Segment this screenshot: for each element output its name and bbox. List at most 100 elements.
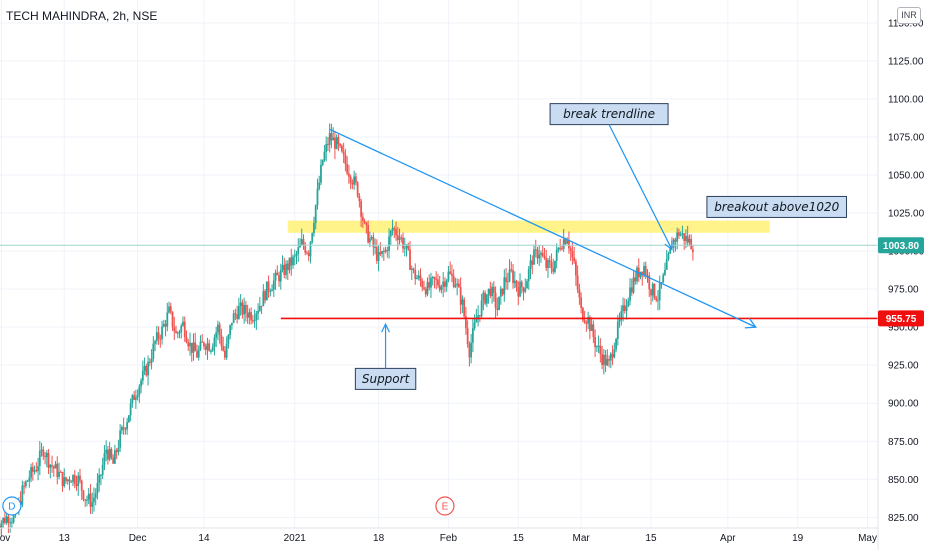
candle-body	[5, 516, 8, 523]
candle-body	[77, 475, 80, 487]
candle-body	[33, 470, 36, 472]
y-tick-label: 1050.00	[888, 170, 925, 181]
candle-body	[31, 467, 34, 472]
candle-body	[115, 450, 118, 453]
candle-body	[192, 342, 195, 353]
candle-body	[650, 289, 652, 296]
candle-body	[636, 267, 638, 282]
candle-body	[381, 250, 383, 255]
candle-body	[630, 287, 633, 293]
candle-body	[510, 269, 513, 271]
candle-body	[316, 188, 319, 206]
candle-body	[550, 262, 553, 269]
candle-body	[580, 297, 583, 308]
candle-body	[522, 287, 525, 292]
candle-body	[627, 300, 630, 307]
candle-body	[517, 287, 520, 297]
candle-body	[581, 307, 584, 321]
candle-body	[49, 464, 52, 468]
candle-body	[154, 341, 156, 344]
candle-body	[12, 515, 15, 523]
candle-body	[140, 380, 142, 387]
candle-body	[168, 306, 170, 313]
candle-body	[86, 499, 88, 501]
candle-body	[339, 144, 342, 146]
candle-body	[253, 319, 256, 322]
candle-body	[646, 275, 649, 277]
candle-body	[370, 237, 373, 239]
candle-body	[484, 292, 487, 304]
candle-body	[227, 335, 230, 344]
candle-body	[230, 322, 233, 326]
candle-body	[101, 464, 104, 475]
drawings	[0, 128, 878, 329]
candle-body	[82, 490, 85, 500]
currency-button[interactable]: INR	[897, 7, 921, 24]
candle-body	[377, 252, 380, 261]
candle-body	[244, 304, 247, 314]
candle-body	[271, 289, 273, 292]
candle-body	[354, 176, 357, 183]
candle-body	[162, 323, 165, 327]
candle-body	[538, 254, 541, 259]
annotation-arrowhead	[381, 322, 391, 333]
y-tick-label: 1025.00	[888, 209, 925, 220]
candle-body	[243, 304, 246, 315]
event-earnings-marker[interactable]: E	[435, 496, 455, 516]
candle-body	[94, 493, 97, 498]
y-tick-label: 1100.00	[888, 94, 924, 105]
candle-body	[609, 353, 612, 361]
candle-body	[498, 296, 500, 310]
x-axis[interactable]: Nov 13 Dec 14 2021 18 Feb 15 Mar 15 Apr 19 May	[0, 527, 878, 544]
candle-body	[250, 312, 253, 321]
candle-body	[382, 250, 385, 252]
candle-body	[449, 271, 452, 274]
candle-body	[194, 342, 197, 352]
candle-body	[190, 342, 193, 353]
candle-body	[588, 317, 591, 331]
candle-body	[309, 242, 312, 257]
candle-body	[295, 253, 298, 256]
candle-body	[346, 164, 349, 174]
event-letter: E	[442, 502, 449, 513]
event-dividend-marker[interactable]: D	[2, 496, 22, 516]
y-axis[interactable]: 825.00 850.00 875.00 900.00 925.00 950.00 975.…	[877, 0, 925, 550]
candle-body	[478, 315, 481, 317]
candle-body	[21, 485, 24, 505]
candle-body	[592, 324, 595, 337]
candle-body	[152, 343, 155, 359]
annotation-callout: Support	[354, 322, 417, 390]
candle-body	[625, 306, 628, 311]
candle-body	[70, 481, 73, 483]
candle-body	[564, 239, 567, 244]
candle-body	[562, 239, 565, 249]
candle-body	[367, 224, 370, 243]
candle-body	[417, 275, 420, 278]
candle-body	[215, 332, 218, 338]
candle-body	[548, 260, 551, 263]
candle-body	[124, 428, 127, 430]
x-tick-label: 13	[59, 533, 71, 544]
candle-body	[433, 277, 436, 279]
candle-body	[208, 343, 211, 351]
candle-body	[447, 271, 450, 281]
candle-body	[47, 452, 50, 468]
candle-body	[278, 275, 280, 282]
candle-body	[120, 427, 123, 431]
candle-body	[185, 337, 188, 343]
candle-body	[437, 279, 439, 286]
y-tick-label: 925.00	[888, 361, 919, 372]
candle-body	[676, 232, 679, 242]
y-tick-label: 900.00	[888, 399, 919, 410]
annotation-arrow	[608, 124, 673, 250]
candle-body	[421, 280, 424, 288]
y-tick-label: 875.00	[888, 437, 919, 448]
candle-body	[496, 307, 499, 310]
candle-body	[454, 285, 457, 287]
candle-body	[112, 457, 115, 464]
candle-body	[480, 300, 483, 317]
candle-body	[583, 320, 586, 323]
